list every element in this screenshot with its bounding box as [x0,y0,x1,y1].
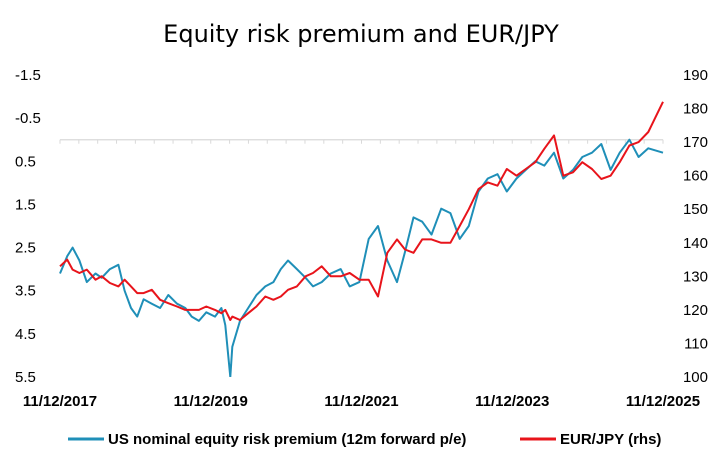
y-left-tick-label: 4.5 [15,326,36,343]
x-tick-label: 11/12/2021 [324,393,398,410]
y-right-tick-label: 130 [683,268,708,285]
y-right-tick-label: 140 [683,235,708,252]
y-left-tick-label: 5.5 [15,369,36,386]
y-left-tick-label: 1.5 [15,196,36,213]
y-right-tick-label: 180 [683,101,708,118]
legend-item-equity-risk-premium: US nominal equity risk premium (12m forw… [68,431,466,448]
legend-item-eur-jpy: EUR/JPY (rhs) [520,431,661,448]
y-left-tick-label: 3.5 [15,283,36,300]
x-tick-label: 11/12/2019 [174,393,248,410]
series-line-eur-jpy [59,101,664,321]
series-line-equity-risk-premium [59,138,664,377]
y-left-tick-label: -0.5 [15,110,41,127]
y-right-tick-label: 150 [683,201,708,218]
y-right-tick-label: 190 [683,67,708,84]
y-left-tick-label: 0.5 [15,153,36,170]
legend-label: US nominal equity risk premium (12m forw… [108,431,466,448]
y-left-tick-label: 2.5 [15,240,36,257]
chart-title: Equity risk premium and EUR/JPY [163,20,559,48]
x-tick-label: 11/12/2023 [475,393,549,410]
y-right-tick-label: 100 [683,369,708,386]
x-tick-label: 11/12/2017 [23,393,97,410]
y-right-tick-label: 120 [683,302,708,319]
x-tick-label: 11/12/2025 [626,393,700,410]
y-right-tick-label: 160 [683,168,708,185]
y-left-tick-label: -1.5 [15,67,41,84]
legend-label: EUR/JPY (rhs) [560,431,661,448]
y-right-tick-label: 170 [683,134,708,151]
y-right-tick-label: 110 [684,335,708,352]
